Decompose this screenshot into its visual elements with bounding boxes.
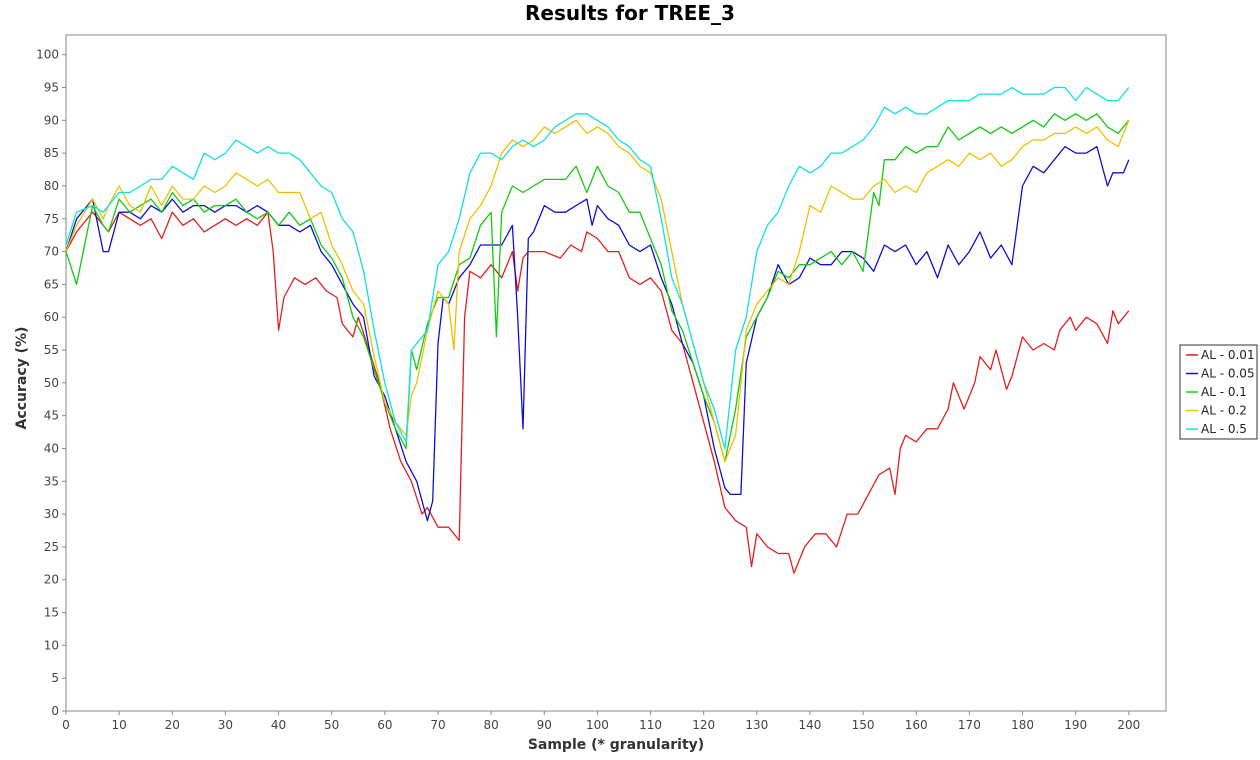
legend-item-label: AL - 0.05	[1201, 367, 1255, 381]
legend: AL - 0.01 AL - 0.05 AL - 0.1 AL - 0.2 AL - 0…	[1179, 344, 1258, 440]
x-tick-label: 40	[271, 718, 286, 732]
x-tick-label: 160	[905, 718, 928, 732]
x-tick-label: 110	[639, 718, 662, 732]
y-tick-label: 25	[44, 540, 59, 554]
x-tick-label: 90	[537, 718, 552, 732]
x-tick-label: 20	[165, 718, 180, 732]
legend-item-label: AL - 0.5	[1201, 422, 1247, 436]
y-tick-label: 40	[44, 441, 59, 455]
y-tick-label: 85	[44, 146, 59, 160]
x-tick-label: 170	[958, 718, 981, 732]
x-tick-label: 150	[852, 718, 875, 732]
x-tick-label: 0	[62, 718, 70, 732]
y-tick-label: 70	[44, 245, 59, 259]
y-tick-label: 95	[44, 81, 59, 95]
series-line-3	[65, 119, 1130, 463]
y-tick-label: 20	[44, 573, 59, 587]
y-tick-label: 35	[44, 474, 59, 488]
x-axis-label: Sample (* granularity)	[528, 737, 704, 753]
x-tick-label: 10	[111, 718, 126, 732]
x-tick-label: 120	[692, 718, 715, 732]
x-tick-label: 140	[799, 718, 822, 732]
y-tick-label: 90	[44, 113, 59, 127]
y-tick-label: 15	[44, 606, 59, 620]
series-line-2	[65, 113, 1130, 463]
legend-item-label: AL - 0.1	[1201, 385, 1247, 399]
x-tick-label: 80	[483, 718, 498, 732]
chart-title: Results for TREE_3	[525, 1, 735, 25]
x-tick-label: 70	[430, 718, 445, 732]
x-tick-label: 100	[586, 718, 609, 732]
y-tick-label: 0	[51, 704, 59, 718]
y-tick-label: 55	[44, 343, 59, 357]
y-tick-label: 10	[44, 638, 59, 652]
x-tick-label: 50	[324, 718, 339, 732]
legend-item-label: AL - 0.01	[1201, 348, 1255, 362]
series-line-4	[65, 86, 1130, 450]
y-axis-label: Accuracy (%)	[14, 327, 30, 430]
y-tick-label: 65	[44, 277, 59, 291]
y-tick-label: 100	[36, 48, 59, 62]
y-tick-label: 80	[44, 179, 59, 193]
x-tick-label: 190	[1064, 718, 1087, 732]
legend-item-label: AL - 0.2	[1201, 404, 1247, 418]
y-tick-label: 60	[44, 310, 59, 324]
y-tick-label: 75	[44, 212, 59, 226]
x-tick-label: 130	[745, 718, 768, 732]
y-tick-label: 5	[51, 671, 59, 685]
y-tick-label: 30	[44, 507, 59, 521]
x-axis: 0 10 20 30 40 50 60 70 80 90 100 110 120 130 140 150 160…	[62, 711, 1140, 732]
series-line-1	[65, 145, 1130, 522]
series-layer	[65, 86, 1130, 574]
y-tick-label: 45	[44, 409, 59, 423]
x-tick-label: 200	[1117, 718, 1140, 732]
x-tick-label: 180	[1011, 718, 1034, 732]
series-line-0	[65, 211, 1130, 574]
y-axis: 0 5 10 15 20 25 30 35 40 45 50 55 60 65 70 75 80 85 90 95 10…	[36, 48, 66, 718]
x-tick-label: 60	[377, 718, 392, 732]
y-tick-label: 50	[44, 376, 59, 390]
x-tick-label: 30	[218, 718, 233, 732]
